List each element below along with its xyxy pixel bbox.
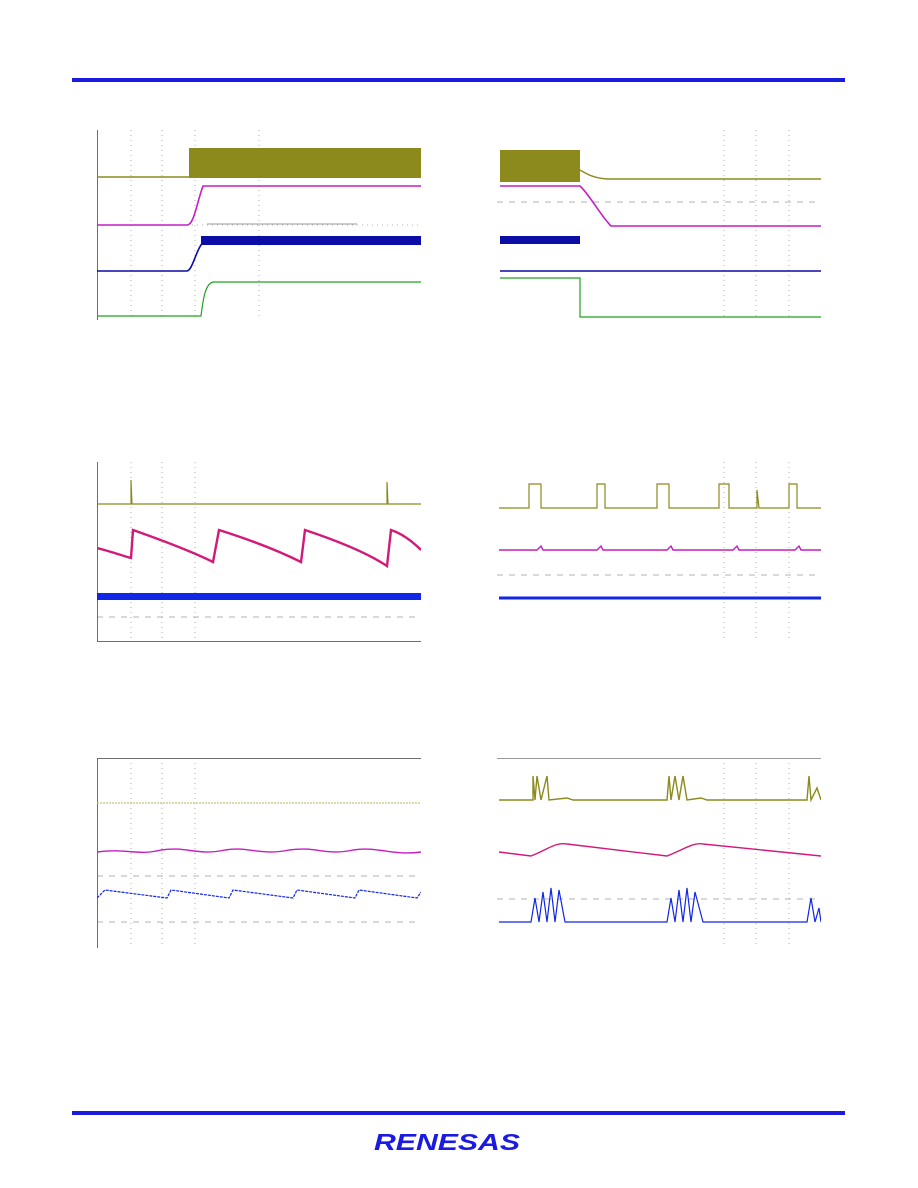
footer-rule: [72, 1111, 845, 1115]
grid: [497, 462, 821, 642]
scope-capture-shutdown: [497, 130, 821, 320]
oscilloscope-plot: [97, 462, 421, 642]
trace-ch1: [499, 775, 821, 803]
trace-ch2: [97, 528, 421, 569]
trace-ch1: [499, 483, 821, 509]
renesas-logo-mark: RENESAS: [374, 1129, 521, 1154]
trace-ch2: [97, 848, 421, 854]
trace-ch3-ripple: [500, 236, 580, 244]
trace-ch1: [97, 479, 421, 505]
scope-capture-burst: [497, 758, 821, 948]
scope-capture-ripple: [97, 462, 421, 652]
trace-ch3-ripple: [97, 593, 421, 600]
trace-ch3-ripple: [201, 236, 421, 245]
trace-ch4: [97, 281, 421, 317]
trace-ch4: [500, 277, 821, 318]
trace-ch1: [579, 169, 821, 180]
trace-ch3: [97, 889, 421, 899]
grid: [497, 130, 821, 320]
trace-ch2: [499, 544, 821, 551]
scope-capture-light-load: [97, 758, 421, 948]
trace-ch1-burst: [189, 148, 421, 178]
oscilloscope-plot: [97, 758, 421, 948]
scope-capture-startup: [97, 130, 421, 320]
trace-ch2: [500, 185, 821, 227]
trace-ch3: [499, 887, 821, 923]
oscilloscope-plot: [97, 130, 421, 320]
grid: [97, 462, 421, 642]
header-rule: [72, 78, 845, 82]
oscilloscope-plot: [497, 462, 821, 642]
oscilloscope-plot: [497, 758, 821, 948]
brand-name: RENESAS: [374, 1129, 521, 1154]
oscilloscope-plot: [497, 130, 821, 320]
trace-ch2: [97, 185, 421, 226]
renesas-logo: RENESAS: [372, 1128, 524, 1154]
grid: [97, 758, 421, 948]
scope-capture-pulses: [497, 462, 821, 652]
trace-ch1-burst: [500, 150, 580, 182]
grid: [497, 758, 821, 948]
trace-ch2: [498, 842, 821, 857]
